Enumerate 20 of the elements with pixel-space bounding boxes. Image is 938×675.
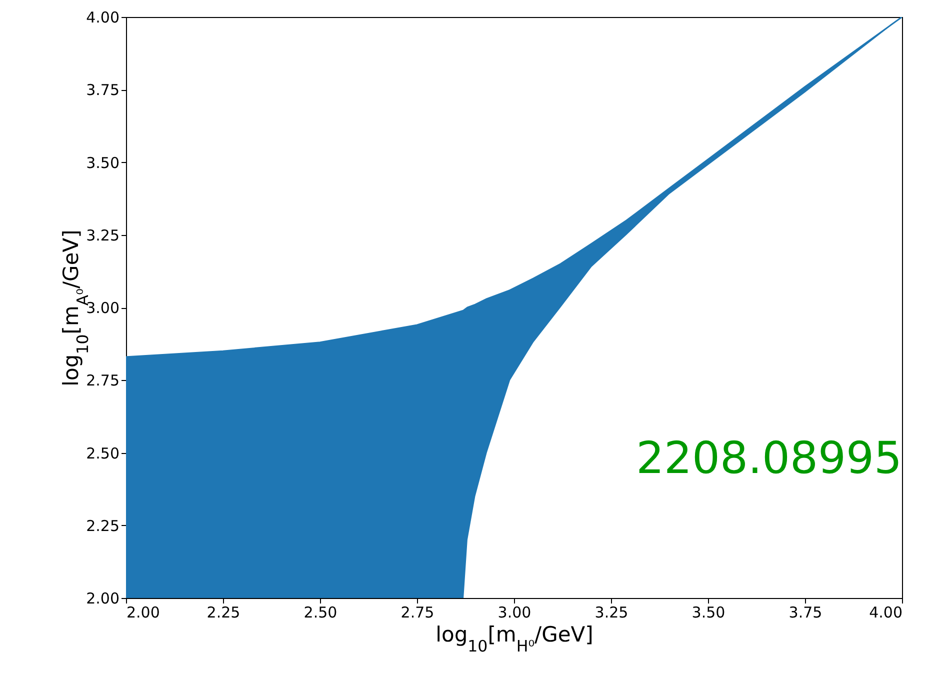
y-tick-label: 4.00 xyxy=(86,8,120,26)
x-tick-label: 3.00 xyxy=(498,604,532,622)
x-tick-label: 2.50 xyxy=(304,604,338,622)
x-tick-label: 2.25 xyxy=(206,604,240,622)
y-tick-label: 3.75 xyxy=(86,81,120,100)
x-tick-label: 3.75 xyxy=(788,604,822,622)
annotation: 2208.08995 xyxy=(636,433,902,484)
x-tick-label: 2.75 xyxy=(400,604,434,622)
x-tick-label: 3.25 xyxy=(594,604,628,622)
y-tick-label: 2.25 xyxy=(86,516,120,535)
y-tick-label: 3.25 xyxy=(86,226,120,244)
y-tick-label: 2.50 xyxy=(86,444,120,462)
x-tick-label: 3.50 xyxy=(692,604,726,622)
y-tick-label: 3.50 xyxy=(86,154,120,172)
x-tick-label: 4.00 xyxy=(869,604,902,622)
y-tick-label: 2.00 xyxy=(86,590,120,608)
y-tick-label: 2.75 xyxy=(86,372,120,390)
x-axis-title: log$_{10}$[m$_{H⁰}$/GeV] xyxy=(436,622,594,655)
y-tick-label: 3.00 xyxy=(86,299,120,317)
x-tick-label: 2.00 xyxy=(126,604,160,622)
